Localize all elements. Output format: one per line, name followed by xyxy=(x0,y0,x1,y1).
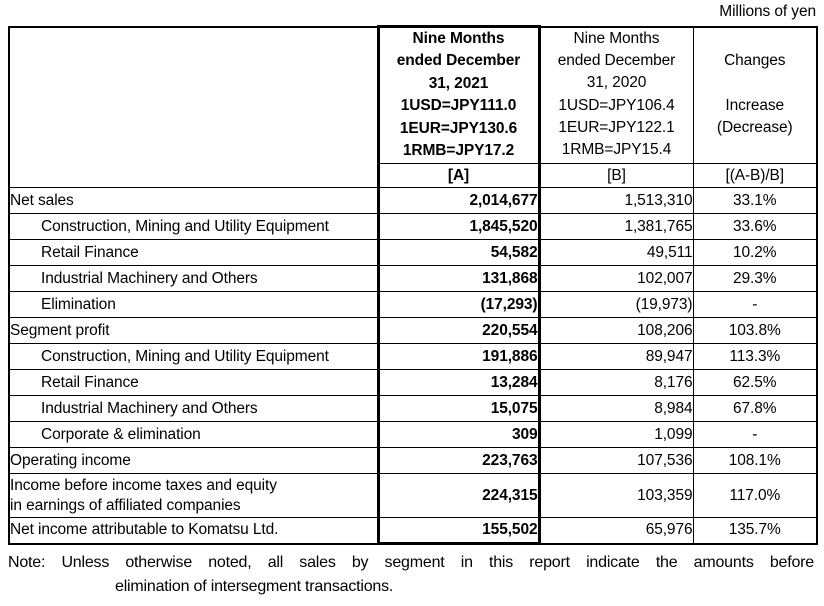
header-row-periods: Nine Months ended December 31, 2021 1USD… xyxy=(8,25,818,188)
value-period-a: 155,502 xyxy=(376,517,541,545)
value-period-b: 1,099 xyxy=(538,421,694,448)
period-b-line: 31, 2020 xyxy=(586,74,647,92)
value-period-a: 15,075 xyxy=(376,395,541,422)
value-change: - xyxy=(692,291,818,318)
header-row-tags: [A] [B] [(A-B)/B] xyxy=(9,163,818,188)
footnote-line: elimination of intersegment transactions… xyxy=(115,577,394,595)
period-a-exchange-rate: 1RMB=JPY17.2 xyxy=(402,141,515,159)
table-row-operating-income: Operating income 223,763 107,536 108.1% xyxy=(8,447,818,474)
column-header-period-b: Nine Months ended December 31, 2020 1USD… xyxy=(538,26,694,164)
table-row-industrial-machinery-profit: Industrial Machinery and Others 15,075 8… xyxy=(8,395,818,422)
row-header-blank-cell xyxy=(8,26,379,188)
value-period-b: 1,513,310 xyxy=(538,187,694,214)
row-label: Elimination xyxy=(8,291,379,318)
value-period-b: 108,206 xyxy=(538,317,694,344)
value-period-a: 13,284 xyxy=(376,369,541,396)
period-a-exchange-rate: 1USD=JPY111.0 xyxy=(400,97,517,115)
value-period-a: 309 xyxy=(376,421,541,448)
value-change: 67.8% xyxy=(692,395,818,422)
column-header-period-a: Nine Months ended December 31, 2021 1USD… xyxy=(376,25,541,164)
table-row-retail-finance-sales: Retail Finance 54,582 49,511 10.2% xyxy=(8,239,818,266)
period-b-exchange-rate: 1EUR=JPY122.1 xyxy=(558,119,675,137)
value-change: - xyxy=(692,421,818,448)
table-row-segment-profit: Segment profit 220,554 108,206 103.8% xyxy=(8,317,818,344)
table-row-net-income: Net income attributable to Komatsu Ltd. … xyxy=(8,517,818,545)
row-label: Operating income xyxy=(8,447,379,474)
value-period-a: 224,315 xyxy=(376,473,541,518)
row-label-line: Income before income taxes and equity xyxy=(10,476,277,494)
value-period-a: 1,845,520 xyxy=(376,213,541,240)
value-period-b: 8,176 xyxy=(538,369,694,396)
period-b-line: ended December xyxy=(557,51,676,69)
value-change: 10.2% xyxy=(692,239,818,266)
value-period-a: (17,293) xyxy=(376,291,541,318)
tag-change-cell: [(A-B)/B] xyxy=(692,163,818,188)
period-a-exchange-rate: 1EUR=JPY130.6 xyxy=(399,119,518,137)
period-a-line: 31, 2021 xyxy=(428,74,489,92)
period-a-line: ended December xyxy=(396,52,521,70)
value-change: 33.1% xyxy=(692,187,818,214)
row-label: Corporate & elimination xyxy=(8,421,379,448)
changes-decrease-label: (Decrease) xyxy=(716,119,793,137)
value-period-b: 107,536 xyxy=(538,447,694,474)
row-label: Income before income taxes and equity in… xyxy=(8,473,379,518)
table-row-net-sales: Net sales 2,014,677 1,513,310 33.1% xyxy=(8,187,818,214)
row-label: Industrial Machinery and Others xyxy=(8,395,379,422)
table-row-elimination: Elimination (17,293) (19,973) - xyxy=(8,291,818,318)
column-header-changes: Changes Increase (Decrease) xyxy=(692,26,818,164)
value-change: 29.3% xyxy=(692,265,818,292)
row-label: Retail Finance xyxy=(8,239,379,266)
value-period-b: 8,984 xyxy=(538,395,694,422)
value-change: 113.3% xyxy=(692,343,818,370)
value-period-b: 1,381,765 xyxy=(538,213,694,240)
changes-increase-label: Increase xyxy=(725,96,785,114)
row-label: Construction, Mining and Utility Equipme… xyxy=(8,343,379,370)
value-period-b: (19,973) xyxy=(538,291,694,318)
row-label: Segment profit xyxy=(8,317,379,344)
period-b-line: Nine Months xyxy=(573,29,660,47)
footnote: Note: Unless otherwise noted, all sales … xyxy=(8,551,814,598)
table-row-industrial-machinery-sales: Industrial Machinery and Others 131,868 … xyxy=(8,265,818,292)
table-row-income-before-taxes: Income before income taxes and equity in… xyxy=(8,473,818,518)
value-period-a: 2,014,677 xyxy=(376,187,541,214)
tag-b-cell: [B] xyxy=(538,163,694,188)
value-change: 135.7% xyxy=(692,517,818,544)
unit-label: Millions of yen xyxy=(719,3,816,20)
value-period-b: 102,007 xyxy=(538,265,694,292)
row-label: Net sales xyxy=(8,187,379,214)
period-b-exchange-rate: 1RMB=JPY15.4 xyxy=(561,141,672,159)
row-label: Retail Finance xyxy=(8,369,379,396)
table-row-construction-profit: Construction, Mining and Utility Equipme… xyxy=(8,343,818,370)
row-label-line: in earnings of affiliated companies xyxy=(10,496,241,514)
segment-results-table: Nine Months ended December 31, 2021 1USD… xyxy=(8,25,818,545)
value-period-a: 191,886 xyxy=(376,343,541,370)
period-a-line: Nine Months xyxy=(412,30,505,47)
value-period-a: 223,763 xyxy=(376,447,541,474)
value-period-a: 220,554 xyxy=(376,317,541,344)
table-row-construction-sales: Construction, Mining and Utility Equipme… xyxy=(8,213,818,240)
value-change: 62.5% xyxy=(692,369,818,396)
table-row-retail-finance-profit: Retail Finance 13,284 8,176 62.5% xyxy=(8,369,818,396)
tag-a-cell: [A] xyxy=(376,163,541,188)
value-change: 108.1% xyxy=(692,447,818,474)
value-period-a: 54,582 xyxy=(376,239,541,266)
value-period-b: 103,359 xyxy=(538,473,694,518)
value-period-b: 89,947 xyxy=(538,343,694,370)
value-change: 117.0% xyxy=(692,473,818,518)
value-change: 33.6% xyxy=(692,213,818,240)
period-b-exchange-rate: 1USD=JPY106.4 xyxy=(558,96,675,114)
row-label: Construction, Mining and Utility Equipme… xyxy=(8,213,379,240)
table-row-corporate-elimination: Corporate & elimination 309 1,099 - xyxy=(8,421,818,448)
value-period-b: 49,511 xyxy=(538,239,694,266)
value-period-a: 131,868 xyxy=(376,265,541,292)
value-period-b: 65,976 xyxy=(538,517,694,544)
footnote-line: Note: Unless otherwise noted, all sales … xyxy=(8,554,814,571)
row-label: Industrial Machinery and Others xyxy=(8,265,379,292)
value-change: 103.8% xyxy=(692,317,818,344)
changes-title: Changes xyxy=(724,51,786,69)
row-label: Net income attributable to Komatsu Ltd. xyxy=(8,517,379,544)
